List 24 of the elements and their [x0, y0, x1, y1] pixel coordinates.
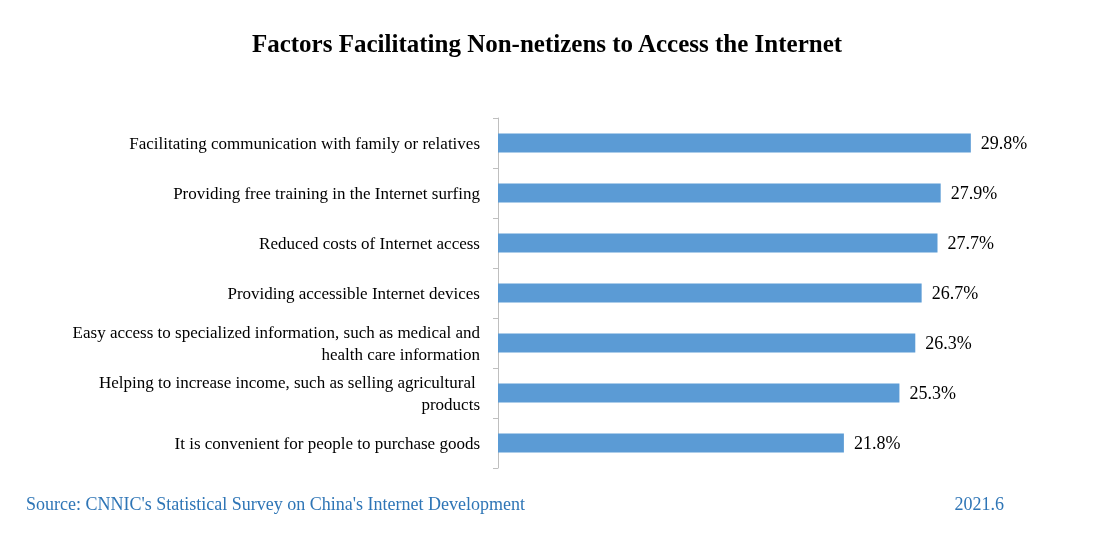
y-tick-label: Providing accessible Internet devices: [227, 283, 480, 303]
text: 2021.6: [954, 494, 1004, 514]
bar: [498, 433, 844, 453]
source-note: Source: CNNIC's Statistical Survey on China's Internet Development: [26, 494, 525, 514]
chart-title: Factors Facilitating Non-netizens to Access the Internet: [251, 30, 843, 57]
y-tick-label: Facilitating communication with family or relatives: [129, 133, 480, 153]
bar: [498, 333, 916, 353]
bar: [498, 133, 971, 153]
y-tick-label: Helping to increase income, such as selling agricultural products: [99, 372, 480, 414]
bar: [498, 183, 941, 203]
data-label: 26.3%: [925, 333, 972, 353]
bar: [498, 383, 900, 403]
y-tick-label: Providing free training in the Internet surfing: [173, 183, 481, 203]
data-label: 27.9%: [950, 183, 998, 203]
y-tick-label: It is convenient for people to purchase goods: [174, 433, 480, 453]
data-label: 21.8%: [853, 433, 901, 453]
y-tick-label: Reduced costs of Internet access: [259, 233, 480, 253]
data-label: 25.3%: [909, 383, 956, 403]
bar: [498, 283, 922, 303]
y-tick-label: Easy access to specialized information, such as medical and health care information: [72, 322, 481, 364]
data-label: 26.7%: [931, 283, 979, 303]
bar: [498, 233, 938, 253]
data-label: 29.8%: [980, 133, 1028, 153]
data-label: 27.7%: [947, 233, 995, 253]
